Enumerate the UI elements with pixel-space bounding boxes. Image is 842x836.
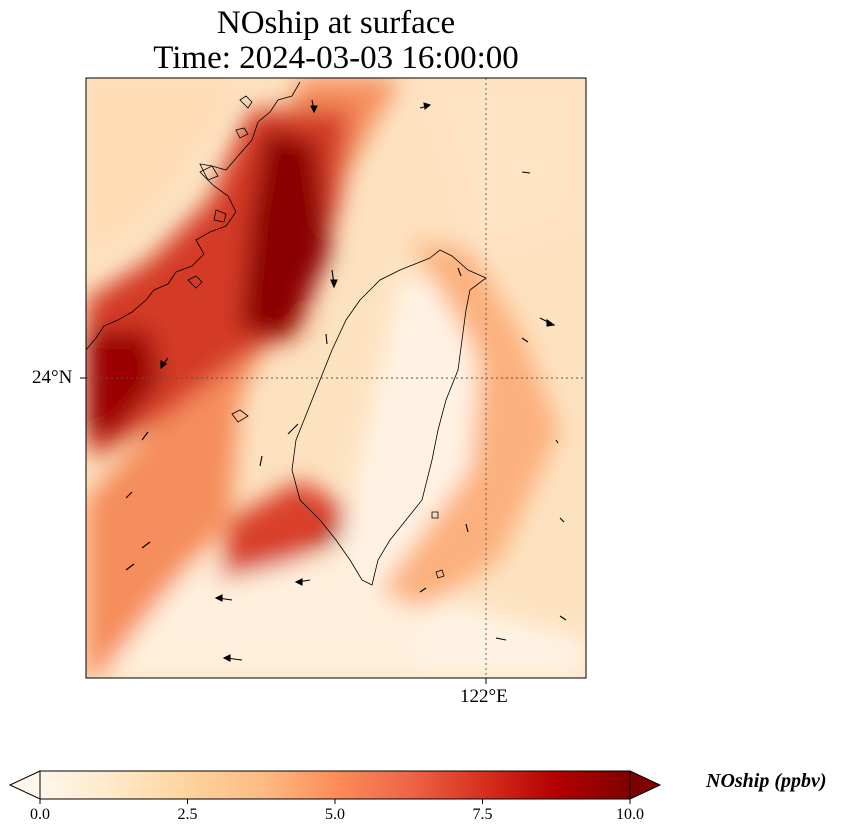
gridlines: [86, 78, 586, 678]
lat-tick-label: 24°N: [32, 367, 73, 388]
coastlines: [86, 81, 487, 586]
title-line-2: Time: 2024-03-03 16:00:00: [153, 40, 519, 76]
colorbar-label: NOship (ppbv): [706, 770, 827, 792]
fujian-coastline: [86, 81, 301, 351]
colorbar-extend-low: [8, 770, 41, 800]
colorbar: [8, 770, 662, 804]
colorbar-tick-label: 7.5: [472, 806, 493, 823]
fujian-islands: [187, 95, 445, 579]
colorbar-tick-label: 10.0: [616, 806, 644, 823]
colorbar-extend-high: [629, 770, 662, 800]
colorbar-tick-label: 2.5: [177, 806, 198, 823]
colorbar-tick-label: 0.0: [30, 806, 50, 823]
wind-vectors: [125, 99, 567, 662]
colorbar-tick-label: 5.0: [325, 806, 345, 823]
lon-tick-label: 122°E: [460, 686, 508, 707]
colorbar-gradient: [39, 770, 631, 800]
taiwan-coastline: [291, 249, 487, 586]
title-line-1: NOship at surface: [216, 5, 456, 41]
